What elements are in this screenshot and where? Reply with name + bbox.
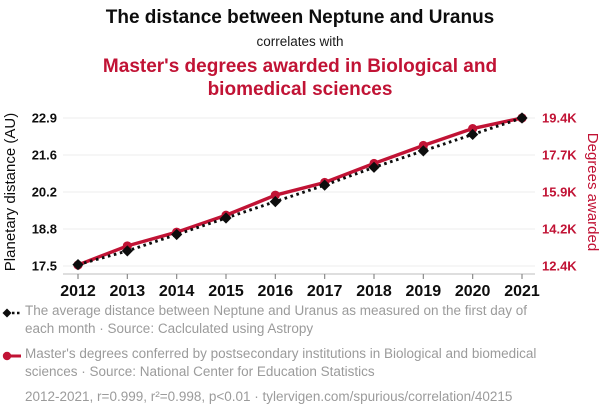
page-title: The distance between Neptune and Uranus (105, 7, 495, 28)
distance-data-point (417, 145, 429, 157)
stats-and-url-text: 2012-2021, r=0.999, r²=0.998, p<0.01 · t… (25, 389, 513, 404)
x-axis-year-label: 2020 (455, 283, 491, 300)
distance-data-point (467, 128, 479, 141)
distance-data-point (220, 212, 232, 224)
degrees-data-point (270, 190, 280, 200)
legend-label-degrees: Master's degrees conferred by postsecond… (25, 346, 537, 379)
correlates-with-text: correlates with (256, 34, 344, 49)
legend-label-distance: The average distance between Neptune and… (25, 303, 528, 336)
chart-canvas: 17.5 12.4K 18.8 14.2K 20.2 15.9K 21.6 17.7K 22.9… (2, 111, 600, 301)
legend-item-distance: The average distance between Neptune and… (2, 302, 598, 338)
degrees-data-point (468, 123, 478, 134)
left-axis-tick-label: 20.2 (32, 185, 57, 200)
legend-item-degrees: Master's degrees conferred by postsecond… (2, 345, 598, 381)
distance-data-point (269, 195, 281, 208)
distance-data-point (121, 245, 133, 257)
right-axis-tick-label: 17.7K (542, 148, 577, 163)
x-axis-year-label: 2015 (208, 283, 244, 300)
chart-header: The distance between Neptune and Uranus … (0, 0, 600, 101)
left-axis-title: Planetary distance (AU) (2, 113, 19, 271)
right-axis-tick-label: 15.9K (542, 185, 577, 200)
right-axis-tick-label: 14.2K (542, 222, 577, 237)
left-axis-tick-label: 21.6 (32, 148, 57, 163)
x-axis-year-label: 2021 (504, 283, 540, 300)
right-axis-tick-label: 12.4K (542, 259, 577, 274)
distance-data-point (516, 112, 528, 124)
left-axis-tick-label: 17.5 (32, 259, 57, 274)
left-axis-tick-label: 18.8 (32, 222, 57, 237)
x-axis-year-label: 2012 (60, 283, 96, 300)
x-axis-year-label: 2018 (356, 283, 392, 300)
chart-legend: The average distance between Neptune and… (2, 302, 598, 406)
black-diamond-dotted-marker-icon (2, 308, 22, 318)
distance-data-point (368, 161, 380, 173)
x-axis-year-label: 2017 (307, 283, 343, 300)
page-subtitle: Master's degrees awarded in Biological a… (102, 56, 498, 100)
x-axis-year-label: 2013 (110, 283, 146, 300)
right-axis-title: Degrees awarded (584, 133, 600, 251)
x-axis-year-label: 2019 (406, 283, 442, 300)
distance-data-point (171, 228, 183, 241)
x-axis-year-label: 2014 (159, 283, 195, 300)
x-axis-year-label: 2016 (258, 283, 294, 300)
right-axis-tick-label: 19.4K (542, 111, 577, 126)
red-circle-solid-marker-icon (2, 351, 21, 361)
distance-data-point (72, 259, 84, 271)
correlation-chart: 17.5 12.4K 18.8 14.2K 20.2 15.9K 21.6 17.7K 22.9… (0, 100, 600, 305)
degrees-line (77, 116, 523, 267)
left-axis-tick-label: 22.9 (32, 111, 57, 126)
